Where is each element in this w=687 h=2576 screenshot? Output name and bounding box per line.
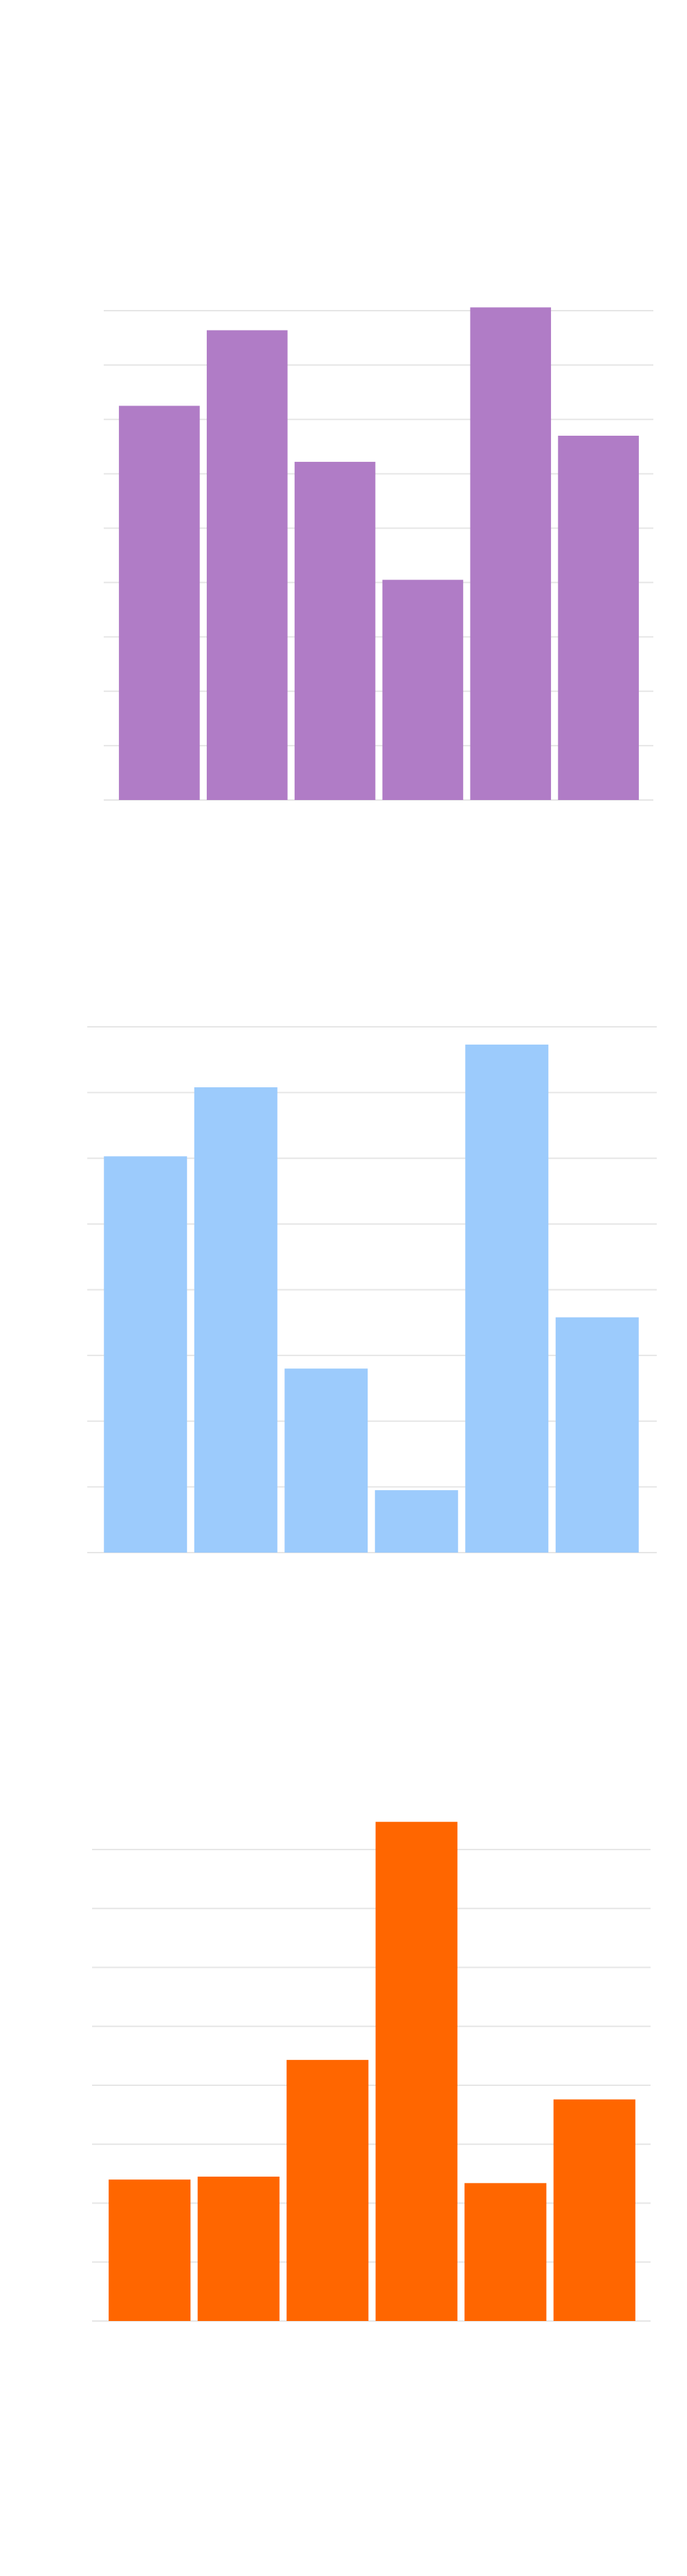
bar xyxy=(286,2060,369,2321)
bar xyxy=(294,461,376,800)
bar xyxy=(197,2176,280,2321)
bar xyxy=(382,579,464,800)
bar xyxy=(206,330,288,801)
bar xyxy=(553,2099,635,2321)
bar xyxy=(374,1490,458,1553)
bar xyxy=(194,1087,278,1553)
bar xyxy=(558,435,639,800)
bar xyxy=(119,406,200,800)
bar xyxy=(465,1044,549,1553)
bar xyxy=(375,1821,458,2321)
bar xyxy=(464,2183,547,2321)
bar xyxy=(109,2179,191,2321)
bar xyxy=(284,1368,368,1553)
bar xyxy=(104,1156,188,1553)
bar xyxy=(470,307,552,801)
bar xyxy=(555,1317,639,1553)
